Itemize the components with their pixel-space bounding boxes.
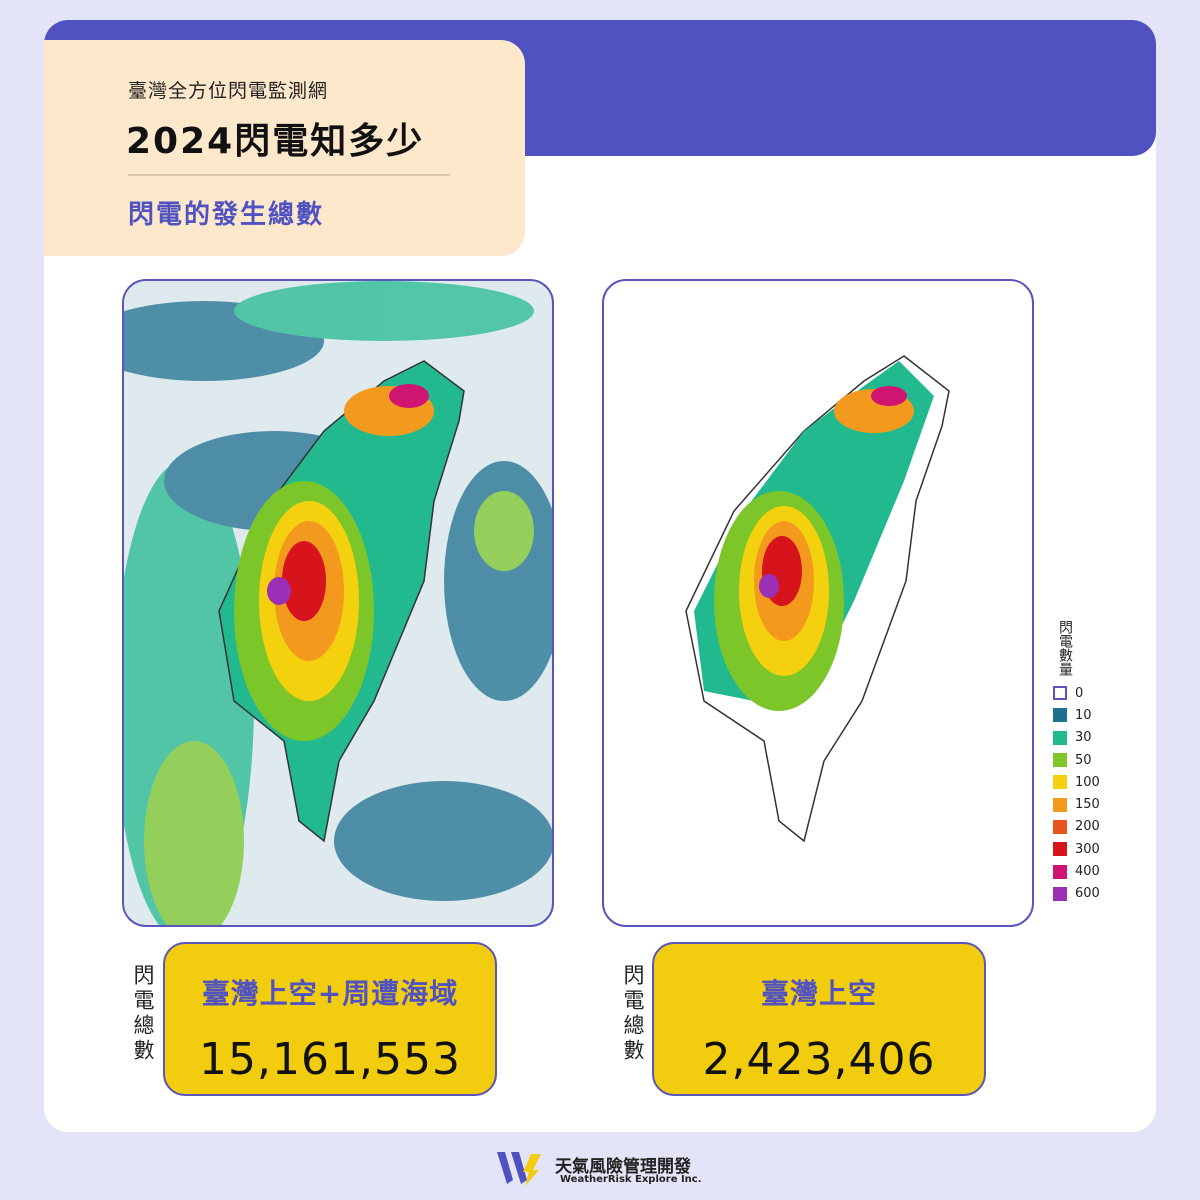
region: 臺灣上空+周遭海域 xyxy=(201,977,459,1010)
legend-label: 30 xyxy=(1075,730,1092,746)
legend-swatch xyxy=(1053,797,1067,812)
legend-title: 閃電數量 xyxy=(1057,620,1073,676)
divider xyxy=(128,174,450,176)
logo xyxy=(497,1152,541,1186)
legend-swatch xyxy=(1053,708,1067,723)
header-tag xyxy=(44,40,525,256)
legend-swatch xyxy=(1053,864,1067,879)
legend-item: 0 xyxy=(1053,682,1100,704)
legend-item: 30 xyxy=(1053,727,1100,749)
total-box: 臺灣上空+周遭海域 15,161,553 xyxy=(163,942,497,1096)
map-sea xyxy=(122,279,554,927)
legend-swatch xyxy=(1053,842,1067,857)
legend-label: 600 xyxy=(1075,886,1100,902)
brand-en: WeatherRisk Explore Inc. xyxy=(560,1174,702,1185)
legend-swatch xyxy=(1053,819,1067,834)
legend-item: 600 xyxy=(1053,883,1100,905)
total-box: 臺灣上空 2,423,406 xyxy=(652,942,986,1096)
legend-item: 50 xyxy=(1053,749,1100,771)
legend-swatch xyxy=(1053,753,1067,768)
map-land xyxy=(602,279,1034,927)
legend-item: 400 xyxy=(1053,860,1100,882)
total: 15,161,553 xyxy=(199,1034,461,1085)
legend: 閃電數量 0 10 30 50 100 150 200 300 400 600 xyxy=(1053,620,1100,905)
subtitle: 臺灣全方位閃電監測網 xyxy=(128,80,329,102)
total: 2,423,406 xyxy=(702,1034,936,1085)
map-svg xyxy=(124,281,552,925)
legend-item: 200 xyxy=(1053,816,1100,838)
side-label: 閃電總數 xyxy=(131,964,155,1064)
legend-swatch xyxy=(1053,775,1067,790)
legend-label: 150 xyxy=(1075,797,1100,813)
legend-label: 10 xyxy=(1075,707,1092,723)
title: 2024閃電知多少 xyxy=(126,121,425,162)
legend-item: 10 xyxy=(1053,704,1100,726)
legend-label: 50 xyxy=(1075,752,1092,768)
region: 臺灣上空 xyxy=(760,977,877,1010)
legend-swatch xyxy=(1053,686,1067,701)
map-svg xyxy=(685,355,950,843)
brand: 天氣風險管理開發 xyxy=(555,1157,691,1177)
legend-label: 100 xyxy=(1075,774,1100,790)
legend-item: 100 xyxy=(1053,771,1100,793)
legend-label: 400 xyxy=(1075,864,1100,880)
side-label: 閃電總數 xyxy=(621,964,645,1064)
legend-label: 300 xyxy=(1075,841,1100,857)
legend-label: 200 xyxy=(1075,819,1100,835)
legend-label: 0 xyxy=(1075,685,1084,701)
section-title: 閃電的發生總數 xyxy=(128,200,325,230)
legend-swatch xyxy=(1053,730,1067,745)
legend-item: 150 xyxy=(1053,793,1100,815)
legend-swatch xyxy=(1053,886,1067,901)
legend-item: 300 xyxy=(1053,838,1100,860)
